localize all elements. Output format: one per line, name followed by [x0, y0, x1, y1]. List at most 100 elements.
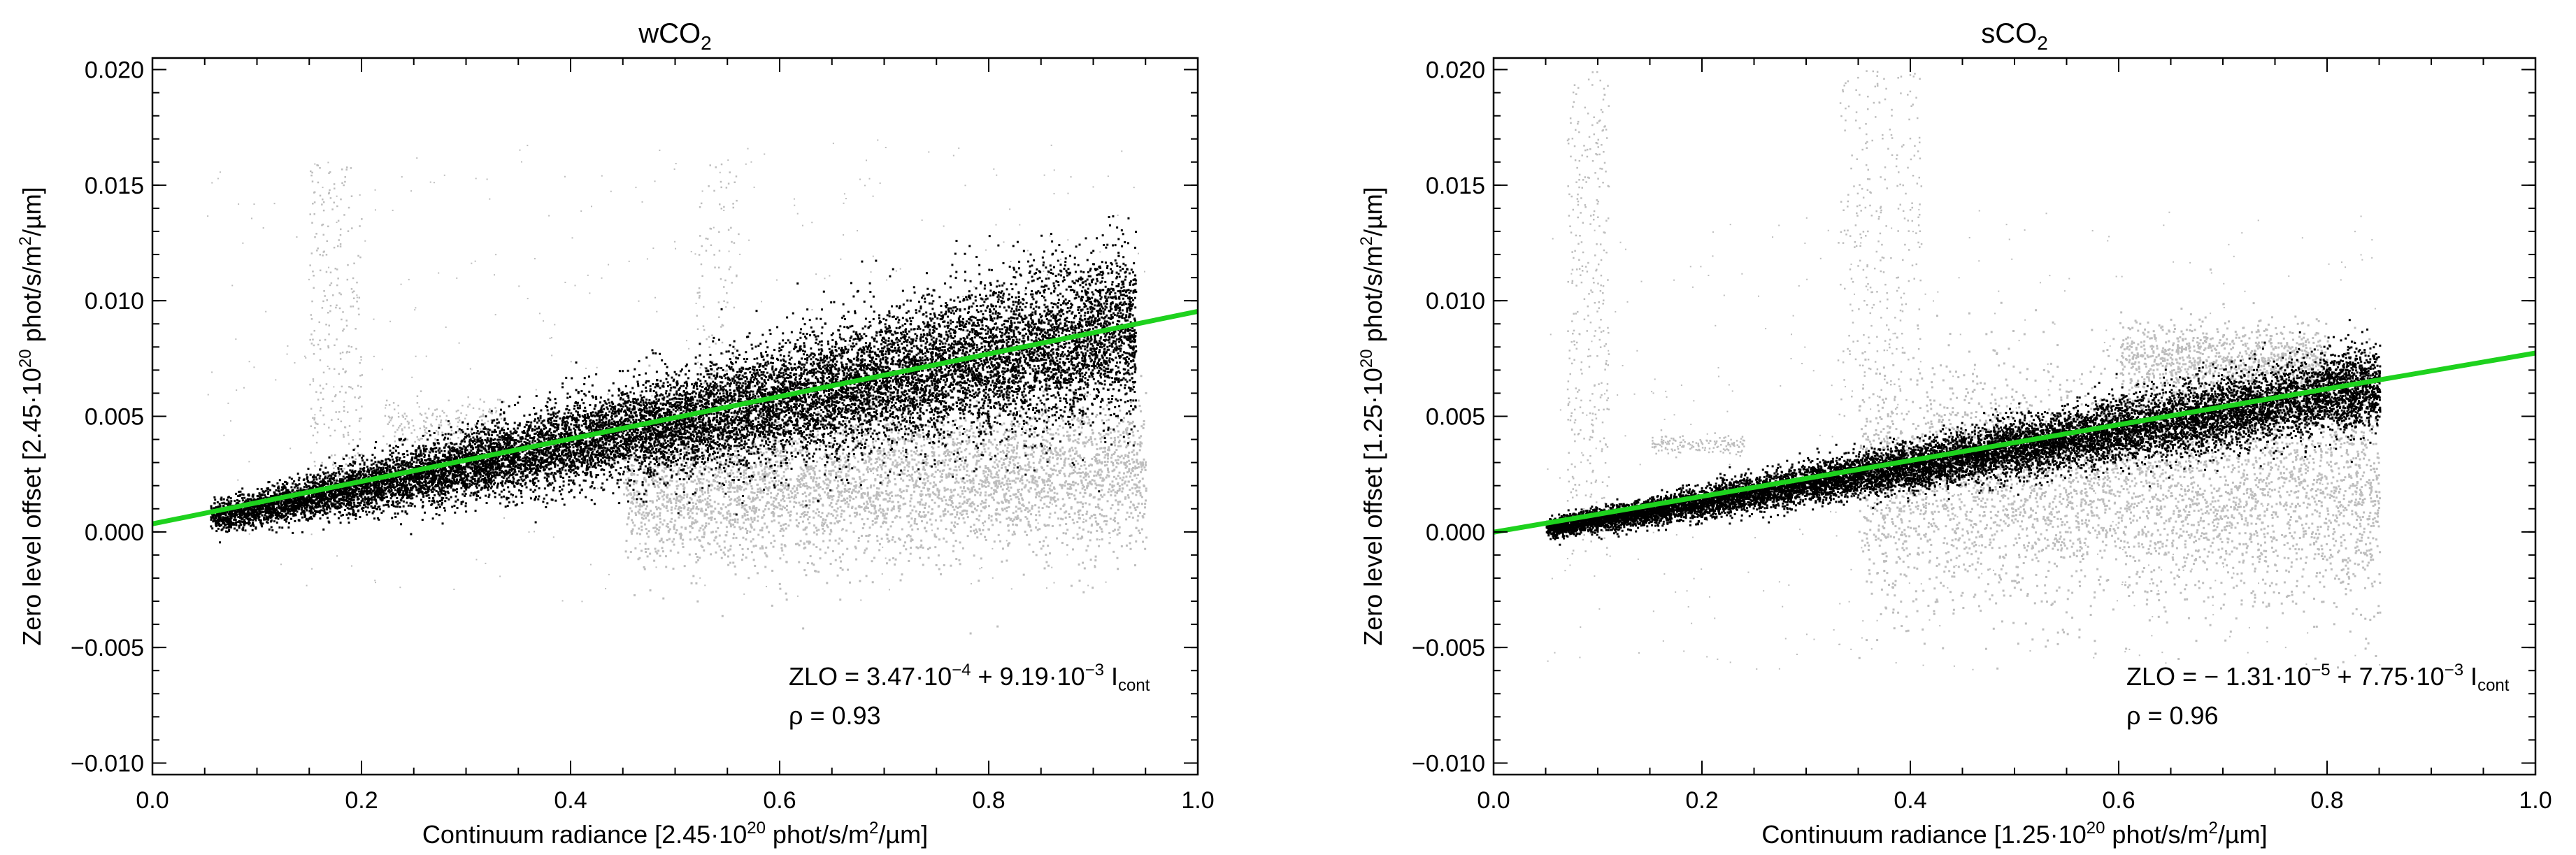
- rejected-point: [312, 202, 314, 205]
- rejected-point: [991, 476, 994, 479]
- rejected-point: [801, 479, 803, 482]
- rejected-point: [1064, 475, 1066, 477]
- rejected-point: [352, 297, 355, 299]
- rejected-point: [1116, 489, 1119, 492]
- rejected-point: [720, 556, 723, 559]
- rejected-point: [666, 486, 668, 489]
- rejected-point: [849, 487, 852, 490]
- rejected-point: [926, 477, 929, 480]
- rejected-point: [771, 480, 774, 482]
- rejected-point: [674, 240, 676, 243]
- rejected-point: [1117, 508, 1119, 511]
- rejected-point: [882, 412, 885, 415]
- rejected-point: [946, 443, 949, 445]
- rejected-point: [1131, 468, 1133, 470]
- rejected-point: [1129, 506, 1131, 509]
- rejected-point: [1052, 498, 1055, 501]
- rejected-point: [747, 517, 750, 520]
- rejected-point: [1097, 484, 1100, 487]
- rejected-point: [310, 343, 313, 345]
- rejected-point: [718, 486, 721, 489]
- rejected-point: [690, 498, 693, 501]
- rejected-point: [634, 459, 637, 462]
- rejected-point: [894, 516, 896, 519]
- rejected-point: [1068, 475, 1071, 477]
- rejected-point: [831, 461, 833, 464]
- rejected-point: [794, 543, 797, 545]
- rejected-point: [1074, 429, 1077, 432]
- rejected-point: [1107, 491, 1110, 494]
- rejected-point: [985, 505, 987, 508]
- rejected-point: [321, 203, 323, 206]
- rejected-point: [964, 449, 966, 452]
- rejected-point: [722, 324, 724, 326]
- rejected-point: [654, 550, 657, 553]
- rejected-point: [734, 519, 736, 522]
- rejected-point: [445, 326, 447, 329]
- rejected-point: [1009, 208, 1011, 210]
- rejected-point: [657, 498, 660, 501]
- rejected-point: [322, 387, 324, 390]
- rejected-point: [998, 469, 1001, 472]
- rejected-point: [401, 175, 403, 178]
- rejected-point: [901, 438, 904, 440]
- rejected-point: [753, 529, 756, 531]
- rejected-point: [962, 296, 964, 298]
- rejected-point: [720, 186, 722, 189]
- rejected-point: [1094, 470, 1096, 473]
- rejected-point: [313, 380, 315, 382]
- rejected-point: [1068, 516, 1071, 519]
- rejected-point: [665, 505, 668, 508]
- rejected-point: [626, 523, 629, 526]
- rejected-point: [1117, 522, 1119, 525]
- rejected-point: [327, 161, 329, 164]
- rejected-point: [350, 565, 352, 567]
- rejected-point: [812, 497, 815, 500]
- rejected-point: [873, 512, 876, 515]
- rejected-point: [793, 198, 795, 200]
- rejected-point: [639, 533, 642, 536]
- rejected-point: [797, 484, 800, 487]
- rejected-point: [1025, 429, 1028, 432]
- rejected-point: [1143, 485, 1145, 488]
- rejected-point: [734, 521, 736, 524]
- rejected-point: [933, 454, 936, 457]
- rejected-point: [687, 508, 689, 511]
- rejected-point: [643, 468, 646, 471]
- rejected-point: [854, 496, 857, 498]
- rejected-point: [815, 480, 817, 483]
- rejected-point: [1092, 186, 1094, 188]
- rejected-point: [1045, 472, 1048, 475]
- rejected-point: [661, 547, 664, 549]
- rejected-point: [1056, 537, 1059, 540]
- rejected-point: [947, 473, 950, 475]
- rejected-point: [734, 518, 736, 521]
- rejected-point: [901, 461, 903, 464]
- rejected-point: [811, 309, 813, 311]
- rejected-point: [1138, 489, 1140, 492]
- rejected-point: [1037, 491, 1040, 494]
- rejected-point: [311, 568, 313, 570]
- rejected-point: [959, 512, 962, 515]
- rejected-point: [738, 496, 740, 498]
- rejected-point: [909, 526, 911, 528]
- rejected-point: [740, 506, 743, 509]
- rejected-point: [1135, 526, 1138, 529]
- rejected-point: [1054, 447, 1057, 450]
- rejected-point: [721, 471, 724, 474]
- rejected-point: [535, 389, 537, 391]
- rejected-point: [706, 513, 708, 516]
- rejected-point: [328, 324, 331, 326]
- rejected-point: [1022, 426, 1024, 429]
- rejected-point: [710, 244, 713, 247]
- rejected-point: [870, 503, 873, 506]
- rejected-point: [825, 487, 828, 490]
- rejected-point: [715, 166, 717, 168]
- rejected-point: [700, 510, 703, 512]
- rejected-point: [922, 563, 924, 566]
- rejected-point: [743, 507, 746, 510]
- rejected-point: [698, 254, 701, 256]
- rejected-point: [910, 450, 913, 452]
- rejected-point: [982, 469, 985, 472]
- rejected-point: [601, 277, 603, 279]
